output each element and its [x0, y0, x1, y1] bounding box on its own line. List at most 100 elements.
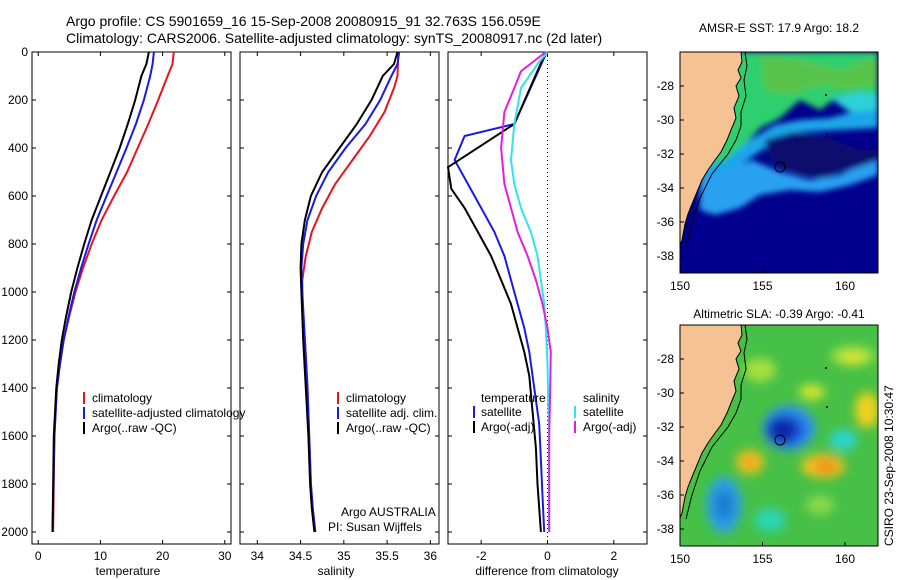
salinity-ticks: 34 34.5 35 35.5 36 [240, 51, 439, 563]
difference-xlabel: difference from climatology [475, 564, 618, 578]
sla-map: 150 155 160 -28 -30 -32 -34 -36 -38 [657, 324, 879, 566]
map-y-tick-label: -34 [657, 181, 675, 195]
x-tick-label: 30 [218, 549, 232, 563]
sla-isobath [685, 325, 748, 520]
x-tick-label: 0 [35, 549, 42, 563]
salinity-panel: 34 34.5 35 35.5 36 salinity climatology sate… [239, 51, 440, 578]
x-tick-label: 35 [337, 549, 351, 563]
sst-island-dot [825, 94, 827, 96]
map-y-tick-label: -34 [657, 454, 675, 468]
legend-label-sal-argo: Argo(-adj) [583, 420, 636, 434]
difference-ticks: -2 0 2 [448, 51, 647, 563]
sst-island-dot [826, 133, 828, 135]
y-tick-label: 2000 [1, 525, 28, 539]
difference-lines [446, 51, 552, 533]
map-y-tick-label: -32 [657, 420, 675, 434]
sst-argo-location-marker [774, 161, 786, 173]
salinity-legend: climatology satellite adj. clim. Argo(..… [337, 391, 437, 435]
x-tick-label: 20 [156, 549, 170, 563]
x-tick-label: 2 [610, 549, 617, 563]
series-line-climatology [301, 51, 400, 533]
map-y-tick-label: -28 [657, 79, 675, 93]
annotation-argo-australia: Argo AUSTRALIA [341, 505, 436, 519]
y-tick-label: 800 [8, 237, 28, 251]
salinity-xlabel: salinity [318, 564, 355, 578]
temperature-lines [51, 51, 175, 533]
legend-label-argo: Argo(..raw -QC) [346, 421, 431, 435]
series-line-temperature-argo-adj [446, 51, 547, 533]
legend-label-satellite: satellite adj. clim. [346, 406, 437, 420]
sst-map: 150 155 160 -28 -30 -32 -34 -36 -38 [657, 51, 879, 293]
legend-label-satellite: satellite-adjusted climatology [92, 406, 245, 420]
sla-land [680, 325, 743, 519]
sla-map-ticks: 150 155 160 -28 -30 -32 -34 -36 -38 [657, 352, 856, 566]
x-tick-label: -2 [476, 549, 487, 563]
x-tick-label: 0 [544, 549, 551, 563]
y-tick-label: 1600 [1, 429, 28, 443]
series-line-satellite-adjusted-climatology [51, 51, 155, 533]
difference-panel: -2 0 2 difference from climatology tempera… [446, 51, 648, 578]
sla-map-title: Altimetric SLA: -0.39 Argo: -0.41 [693, 307, 865, 321]
map-y-tick-label: -36 [657, 215, 675, 229]
legend-label-sal-satellite: satellite [583, 405, 624, 419]
series-line-temperature-satellite [453, 51, 548, 533]
series-line-satellite-adj-clim [300, 51, 401, 533]
map-y-tick-label: -30 [657, 113, 675, 127]
series-line-argo-raw-qc [299, 51, 399, 533]
header-line-2: Climatology: CARS2006. Satellite-adjuste… [66, 30, 602, 46]
salinity-axes-frame [239, 51, 440, 545]
map-y-tick-label: -32 [657, 147, 675, 161]
map-y-tick-label: -30 [657, 386, 675, 400]
y-tick-label: 1000 [1, 285, 28, 299]
y-tick-label: 1800 [1, 477, 28, 491]
y-tick-label: 1400 [1, 381, 28, 395]
sst-map-frame [679, 51, 879, 274]
map-y-tick-label: -36 [657, 488, 675, 502]
x-tick-label: 10 [94, 549, 108, 563]
legend-label-temp-satellite: satellite [481, 405, 522, 419]
map-x-tick-label: 155 [752, 279, 772, 293]
difference-axes-frame [447, 51, 648, 545]
temperature-xlabel: temperature [96, 564, 161, 578]
x-tick-label: 34 [251, 549, 265, 563]
map-x-tick-label: 150 [670, 279, 690, 293]
series-line-salinity-argo-adj [500, 51, 552, 532]
map-x-tick-label: 160 [835, 552, 855, 566]
map-y-tick-label: -28 [657, 352, 675, 366]
temperature-legend: climatology satellite-adjusted climatolo… [83, 391, 245, 435]
series-line-argo-raw-qc [51, 51, 150, 533]
legend-label-temp-argo: Argo(-adj) [481, 420, 534, 434]
x-tick-label: 34.5 [289, 549, 313, 563]
legend-title-temperature: temperature [481, 391, 546, 405]
map-y-tick-label: -38 [657, 522, 675, 536]
y-tick-label: 400 [8, 141, 28, 155]
header-line-1: Argo profile: CS 5901659_16 15-Sep-2008 … [66, 13, 541, 29]
sla-island-dot [825, 367, 827, 369]
sst-map-title: AMSR-E SST: 17.9 Argo: 18.2 [699, 21, 859, 35]
sst-land [680, 52, 743, 246]
legend-label-climatology: climatology [346, 391, 406, 405]
sst-map-ticks: 150 155 160 -28 -30 -32 -34 -36 -38 [657, 79, 856, 293]
map-x-tick-label: 160 [835, 279, 855, 293]
y-tick-label: 1200 [1, 333, 28, 347]
y-tick-label: 0 [21, 45, 28, 59]
legend-label-argo: Argo(..raw -QC) [92, 421, 177, 435]
map-x-tick-label: 150 [670, 552, 690, 566]
sla-island-dot [826, 406, 828, 408]
temperature-panel: 0 10 20 30 0 200 400 600 800 1000 1200 1400 1600 1800… [1, 45, 245, 578]
y-tick-label: 600 [8, 189, 28, 203]
legend-title-salinity: salinity [583, 391, 620, 405]
sla-map-frame [679, 324, 879, 547]
annotation-pi: PI: Susan Wijffels [328, 520, 422, 534]
x-tick-label: 35.5 [375, 549, 399, 563]
x-tick-label: 36 [424, 549, 438, 563]
difference-legend: temperature salinity satellite Argo(-adj… [473, 391, 636, 434]
sla-argo-location-marker [774, 434, 786, 446]
sla-field [706, 346, 878, 533]
legend-label-climatology: climatology [92, 391, 152, 405]
temperature-axes-frame [31, 51, 232, 545]
sst-isobath [685, 52, 748, 247]
temperature-ticks: 0 10 20 30 0 200 400 600 800 1000 1200 1400 1600 1800… [1, 45, 231, 563]
map-x-tick-label: 155 [752, 552, 772, 566]
